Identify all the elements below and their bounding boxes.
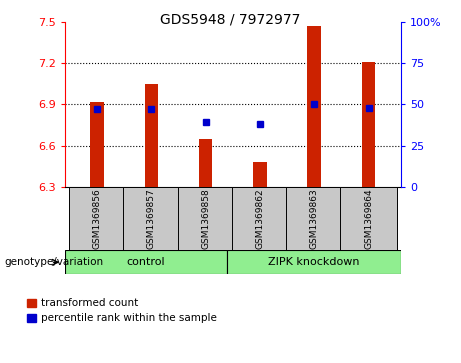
Text: GSM1369856: GSM1369856 [93,188,101,249]
Bar [145,84,158,187]
Bar [227,250,401,274]
Bar [286,187,342,250]
Text: genotype/variation: genotype/variation [5,257,104,267]
Text: control: control [127,257,165,267]
Text: ZIPK knockdown: ZIPK knockdown [268,257,360,267]
Bar [69,187,125,250]
Text: GSM1369862: GSM1369862 [255,188,265,249]
Bar [199,139,213,187]
Bar [90,102,104,187]
Bar [307,26,321,187]
Text: GSM1369858: GSM1369858 [201,188,210,249]
Bar [362,62,375,187]
Bar [253,162,267,187]
Text: GSM1369863: GSM1369863 [310,188,319,249]
Bar [65,250,227,274]
Bar [341,187,396,250]
Text: GDS5948 / 7972977: GDS5948 / 7972977 [160,13,301,27]
Bar [232,187,288,250]
Legend: transformed count, percentile rank within the sample: transformed count, percentile rank withi… [23,294,221,327]
Text: GSM1369857: GSM1369857 [147,188,156,249]
Bar [177,187,234,250]
Text: GSM1369864: GSM1369864 [364,188,373,249]
Bar [124,187,179,250]
